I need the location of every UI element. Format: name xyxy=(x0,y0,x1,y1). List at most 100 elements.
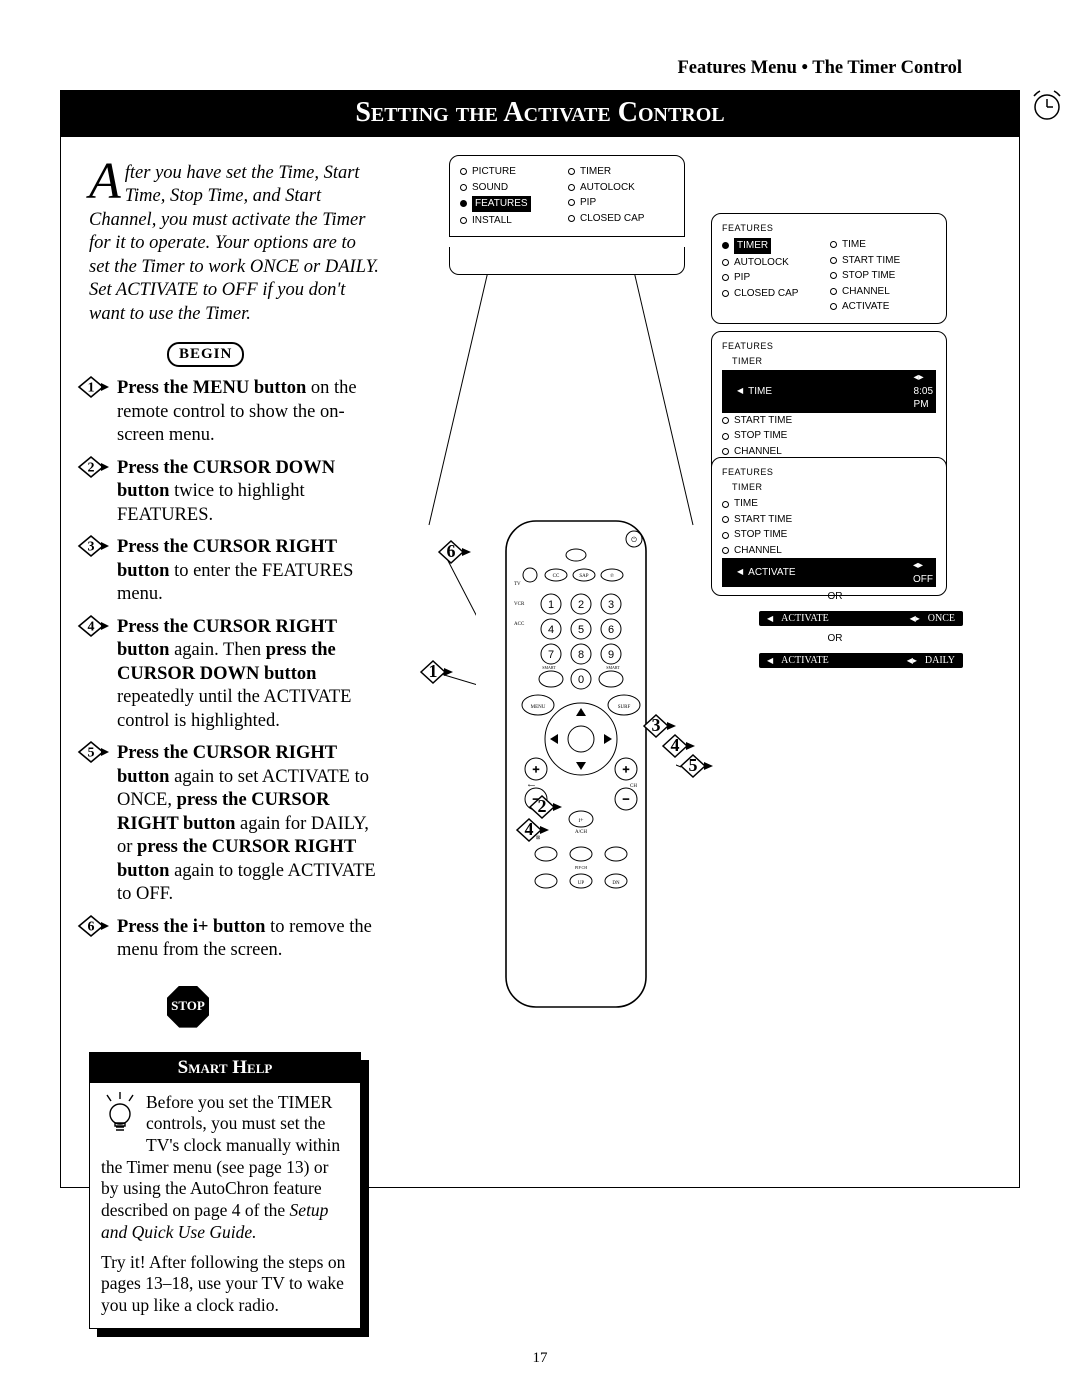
panel-header: FEATURES xyxy=(722,340,936,352)
step-bold: Press the MENU button xyxy=(117,378,306,398)
osd-panel-a-foot xyxy=(449,247,685,275)
menu-item: START TIME xyxy=(722,512,936,528)
svg-text:TV: TV xyxy=(514,582,521,587)
menu-item: FEATURES xyxy=(460,195,550,213)
svg-text:MENU: MENU xyxy=(531,705,546,710)
menu-item: STOP TIME xyxy=(722,527,936,543)
activate-daily-bar: ◀ACTIVATE ◀▸DAILY xyxy=(759,653,963,668)
svg-text:4: 4 xyxy=(671,735,680,755)
page-title: Setting the Activate Control xyxy=(355,97,724,128)
osd-panel-d: FEATURES TIMER TIMESTART TIMESTOP TIMECH… xyxy=(711,457,947,596)
svg-text:SMART: SMART xyxy=(606,665,620,670)
or-label: OR xyxy=(815,633,855,644)
panel-header: FEATURES xyxy=(722,222,936,234)
content-area: After you have set the Time, Start Time,… xyxy=(60,137,1020,1188)
instructions-column: After you have set the Time, Start Time,… xyxy=(61,137,401,1187)
menu-item: ◀TIME◂▸ 8:05 PM xyxy=(722,370,936,413)
menu-item: CLOSED CAP xyxy=(568,211,658,227)
svg-text:0: 0 xyxy=(578,674,584,686)
activate-once-bar: ◀ACTIVATE ◀▸ONCE xyxy=(759,611,963,626)
begin-label: BEGIN xyxy=(167,342,244,367)
svg-text:1: 1 xyxy=(88,381,95,396)
svg-text:6: 6 xyxy=(608,624,614,636)
svg-text:2: 2 xyxy=(538,796,547,816)
menu-item: SOUND xyxy=(460,180,550,196)
svg-text:5: 5 xyxy=(88,746,95,761)
callout-1: 1 xyxy=(419,659,453,685)
svg-text:4: 4 xyxy=(525,819,534,839)
menu-item: AUTOLOCK xyxy=(568,180,658,196)
or-label: OR xyxy=(815,591,855,602)
step-4: 4 Press the CURSOR RIGHT button again. T… xyxy=(89,616,381,733)
lightbulb-icon xyxy=(101,1092,146,1141)
menu-item: TIME xyxy=(830,237,920,253)
step-marker-4: 4 xyxy=(77,614,109,638)
svg-text:5: 5 xyxy=(578,624,584,636)
menu-item: INSTALL xyxy=(460,213,550,229)
svg-text:SURF: SURF xyxy=(618,705,631,710)
svg-text:℗: ℗ xyxy=(610,573,614,579)
svg-text:CC: CC xyxy=(553,574,560,579)
svg-text:⟵: ⟵ xyxy=(528,784,535,789)
svg-text:3: 3 xyxy=(652,715,661,735)
svg-text:CH: CH xyxy=(630,784,637,789)
step-1: 1 Press the MENU button on the remote co… xyxy=(89,377,381,447)
svg-text:2: 2 xyxy=(578,599,584,611)
step-marker-1: 1 xyxy=(77,375,109,399)
svg-text:A/CH: A/CH xyxy=(575,830,587,835)
menu-item: AUTOLOCK xyxy=(722,255,812,271)
step-marker-2: 2 xyxy=(77,455,109,479)
step-5: 5 Press the CURSOR RIGHT button again to… xyxy=(89,742,381,906)
smart-help-title: Smart Help xyxy=(90,1053,360,1083)
svg-text:1: 1 xyxy=(548,599,554,611)
smart-help-body: Before you set the TIMER controls, you m… xyxy=(90,1083,360,1328)
svg-text:UP: UP xyxy=(578,881,585,886)
menu-item: STOP TIME xyxy=(722,428,936,444)
svg-text:5: 5 xyxy=(689,755,698,775)
svg-text:SMART: SMART xyxy=(542,665,556,670)
step-bold: Press the i+ button xyxy=(117,917,265,937)
menu-item: TIME xyxy=(722,496,936,512)
step-marker-6: 6 xyxy=(77,914,109,938)
manual-page: Features Menu • The Timer Control Settin… xyxy=(0,0,1080,1397)
step-text2: repeatedly until the ACTIVATE control is… xyxy=(117,687,351,730)
svg-text:3: 3 xyxy=(608,599,614,611)
svg-text:1: 1 xyxy=(429,661,438,681)
svg-text:3: 3 xyxy=(88,540,95,555)
svg-text:+: + xyxy=(623,762,630,776)
value: ONCE xyxy=(928,613,955,624)
page-number: 17 xyxy=(0,1350,1080,1367)
breadcrumb: Features Menu • The Timer Control xyxy=(678,58,963,79)
svg-text:+: + xyxy=(533,762,540,776)
svg-text:ACC: ACC xyxy=(514,622,525,627)
svg-text:⏻: ⏻ xyxy=(631,536,637,544)
menu-item: START TIME xyxy=(722,413,936,429)
alarm-clock-icon xyxy=(1028,86,1066,133)
svg-text:9: 9 xyxy=(608,649,614,661)
svg-text:6: 6 xyxy=(88,919,95,934)
callout-4b: 4 xyxy=(515,817,549,843)
osd-panel-b: FEATURES TIMERAUTOLOCKPIPCLOSED CAPTIMES… xyxy=(711,213,947,324)
menu-item: START TIME xyxy=(830,253,920,269)
dropcap: A xyxy=(89,162,125,202)
page-title-bar: Setting the Activate Control xyxy=(60,90,1020,137)
osd-panel-a: PICTURESOUNDFEATURESINSTALLTIMERAUTOLOCK… xyxy=(449,155,685,237)
menu-item: PIP xyxy=(722,270,812,286)
step-3: 3 Press the CURSOR RIGHT button to enter… xyxy=(89,536,381,606)
menu-item: PIP xyxy=(568,195,658,211)
smart-help-box: Smart Help Before you set the TIMER cont… xyxy=(89,1052,361,1329)
menu-item: CHANNEL xyxy=(722,543,936,559)
svg-text:7: 7 xyxy=(548,649,554,661)
intro-paragraph: After you have set the Time, Start Time,… xyxy=(89,162,381,326)
svg-text:DN: DN xyxy=(612,881,620,886)
menu-item: TIMER xyxy=(722,237,812,255)
remote-control-figure: ⏻ CC SAP ℗ TVVCRACC 1 2 3 4 5 6 xyxy=(476,519,676,1009)
menu-item: STOP TIME xyxy=(830,268,920,284)
svg-text:i+: i+ xyxy=(578,818,584,824)
menu-item: CLOSED CAP xyxy=(722,286,812,302)
value: DAILY xyxy=(925,655,955,666)
svg-text:SAP: SAP xyxy=(579,574,588,579)
figure-area: PICTURESOUNDFEATURESINSTALLTIMERAUTOLOCK… xyxy=(401,137,1019,1187)
svg-text:−: − xyxy=(623,792,630,806)
svg-text:8: 8 xyxy=(578,649,584,661)
